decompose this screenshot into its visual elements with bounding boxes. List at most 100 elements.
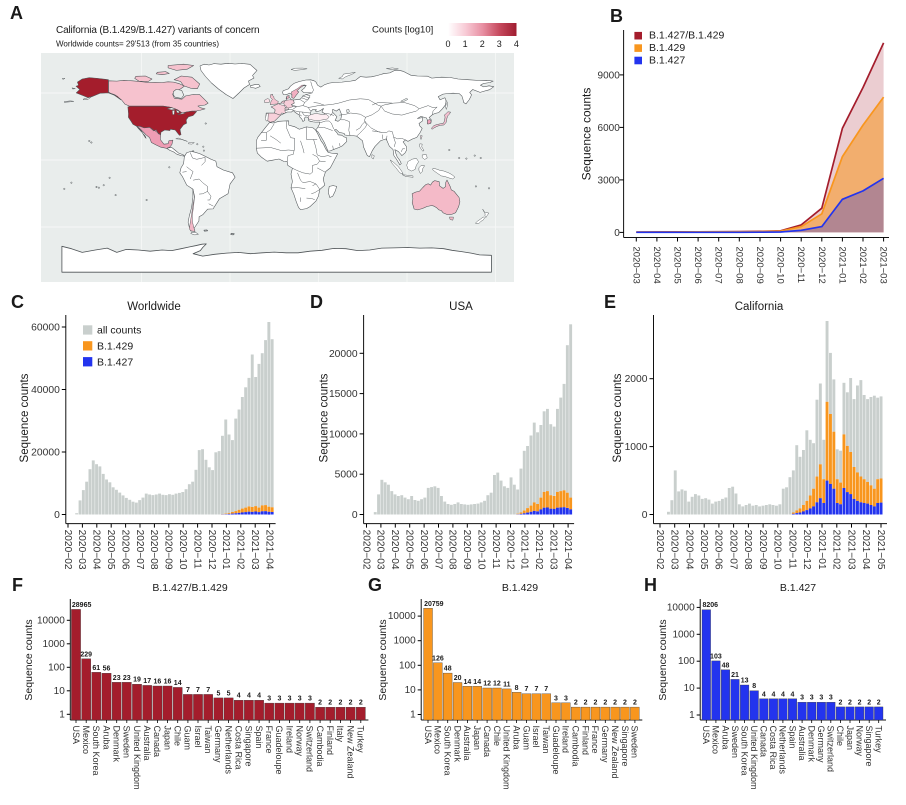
- svg-text:2020−07: 2020−07: [134, 530, 145, 570]
- svg-text:Switzerland: Switzerland: [305, 726, 315, 773]
- svg-text:2020−10: 2020−10: [772, 530, 783, 570]
- svg-text:2021−01: 2021−01: [816, 530, 827, 570]
- svg-text:10000: 10000: [329, 429, 358, 440]
- svg-text:0: 0: [54, 510, 60, 521]
- svg-text:2020−08: 2020−08: [148, 530, 159, 570]
- svg-text:B.1.427: B.1.427: [649, 55, 685, 67]
- svg-text:New Zealand: New Zealand: [345, 726, 355, 779]
- svg-text:56: 56: [103, 666, 111, 673]
- svg-text:Ireland: Ireland: [284, 726, 294, 754]
- svg-text:2: 2: [867, 699, 871, 706]
- svg-text:2020−05: 2020−05: [105, 530, 116, 570]
- svg-text:Spain: Spain: [787, 726, 797, 749]
- svg-text:USA: USA: [423, 726, 433, 745]
- svg-text:5: 5: [216, 690, 220, 697]
- svg-text:3000: 3000: [598, 175, 621, 186]
- svg-text:2020−05: 2020−05: [672, 247, 683, 284]
- svg-text:Chile: Chile: [492, 726, 502, 747]
- svg-text:2020−10: 2020−10: [177, 530, 188, 570]
- svg-text:2020−11: 2020−11: [490, 530, 501, 570]
- svg-text:Chile: Chile: [835, 726, 845, 747]
- svg-text:2020−12: 2020−12: [504, 530, 515, 570]
- svg-text:7: 7: [186, 687, 190, 694]
- svg-text:Singapore: Singapore: [864, 726, 874, 767]
- svg-text:Worldwide counts= 29'513 (fro: Worldwide counts= 29'513 (from 35 countr…: [56, 40, 219, 49]
- svg-text:2021−02: 2021−02: [533, 530, 544, 570]
- svg-text:2020−08: 2020−08: [447, 530, 458, 570]
- svg-text:2021−04: 2021−04: [263, 530, 274, 570]
- svg-text:229: 229: [80, 651, 92, 658]
- svg-text:California: California: [735, 301, 784, 313]
- svg-text:5: 5: [227, 690, 231, 697]
- svg-text:2020−08: 2020−08: [742, 530, 753, 570]
- svg-text:Sweden: Sweden: [730, 726, 740, 759]
- svg-text:14: 14: [174, 680, 182, 687]
- svg-text:Australia: Australia: [797, 726, 807, 761]
- svg-text:Japan: Japan: [845, 726, 855, 751]
- svg-text:2: 2: [359, 700, 363, 707]
- svg-text:2020−06: 2020−06: [119, 530, 130, 570]
- svg-text:Japan: Japan: [472, 726, 482, 751]
- svg-text:2020−05: 2020−05: [698, 530, 709, 570]
- svg-text:1000: 1000: [672, 629, 695, 640]
- svg-text:Mexico: Mexico: [433, 726, 443, 755]
- svg-text:7: 7: [525, 686, 529, 693]
- svg-text:Counts [log10]: Counts [log10]: [372, 25, 433, 36]
- svg-text:Guadeloupe: Guadeloupe: [274, 726, 284, 775]
- svg-text:61: 61: [92, 665, 100, 672]
- svg-text:2020−12: 2020−12: [801, 530, 812, 570]
- svg-text:60000: 60000: [31, 323, 60, 334]
- svg-text:3: 3: [277, 696, 281, 703]
- svg-text:20: 20: [454, 675, 462, 682]
- svg-text:100: 100: [48, 662, 65, 673]
- svg-text:2020−12: 2020−12: [206, 530, 217, 570]
- svg-text:2020−02: 2020−02: [62, 530, 73, 570]
- svg-text:Sequence counts: Sequence counts: [377, 619, 389, 700]
- svg-text:14: 14: [473, 679, 481, 686]
- svg-text:Japan: Japan: [162, 726, 172, 751]
- svg-text:2: 2: [848, 699, 852, 706]
- svg-text:48: 48: [444, 666, 452, 673]
- svg-text:2: 2: [594, 700, 598, 707]
- svg-text:4: 4: [781, 691, 785, 698]
- svg-text:126: 126: [432, 655, 444, 662]
- svg-text:Singapore: Singapore: [620, 726, 630, 767]
- svg-text:7: 7: [534, 686, 538, 693]
- svg-text:3: 3: [288, 696, 292, 703]
- svg-text:7: 7: [544, 686, 548, 693]
- svg-text:United Kingdom: United Kingdom: [749, 726, 759, 790]
- svg-text:USA: USA: [71, 726, 81, 745]
- svg-text:Sequence counts: Sequence counts: [319, 373, 331, 462]
- svg-text:United Kingdom: United Kingdom: [502, 726, 512, 790]
- svg-text:2: 2: [338, 700, 342, 707]
- svg-text:2021−03: 2021−03: [548, 530, 559, 570]
- svg-text:2: 2: [349, 700, 353, 707]
- svg-text:Aruba: Aruba: [511, 726, 521, 750]
- svg-text:15000: 15000: [329, 389, 358, 400]
- svg-text:10000: 10000: [388, 611, 416, 622]
- svg-text:Guam: Guam: [521, 726, 531, 751]
- svg-text:10000: 10000: [667, 602, 695, 613]
- svg-text:E: E: [604, 292, 616, 312]
- svg-text:2: 2: [623, 700, 627, 707]
- svg-text:B.1.429: B.1.429: [502, 582, 538, 594]
- svg-text:2020−06: 2020−06: [418, 530, 429, 570]
- svg-text:Sequence counts: Sequence counts: [19, 373, 31, 462]
- svg-text:2020−03: 2020−03: [76, 530, 87, 570]
- svg-text:A: A: [10, 3, 23, 23]
- svg-text:3: 3: [497, 39, 502, 49]
- svg-text:7: 7: [206, 687, 210, 694]
- svg-text:12: 12: [483, 681, 491, 688]
- svg-text:F: F: [12, 575, 23, 595]
- svg-text:B.1.427/B.1.429: B.1.427/B.1.429: [152, 582, 227, 594]
- svg-text:Chile: Chile: [173, 726, 183, 747]
- svg-text:100: 100: [399, 660, 416, 671]
- svg-text:5000: 5000: [335, 470, 358, 481]
- svg-text:Finland: Finland: [325, 726, 335, 756]
- svg-text:0: 0: [614, 228, 620, 239]
- svg-text:8: 8: [515, 685, 519, 692]
- svg-text:16: 16: [154, 679, 162, 686]
- svg-text:0: 0: [445, 39, 450, 49]
- svg-text:2: 2: [603, 700, 607, 707]
- svg-text:Mexico: Mexico: [81, 726, 91, 755]
